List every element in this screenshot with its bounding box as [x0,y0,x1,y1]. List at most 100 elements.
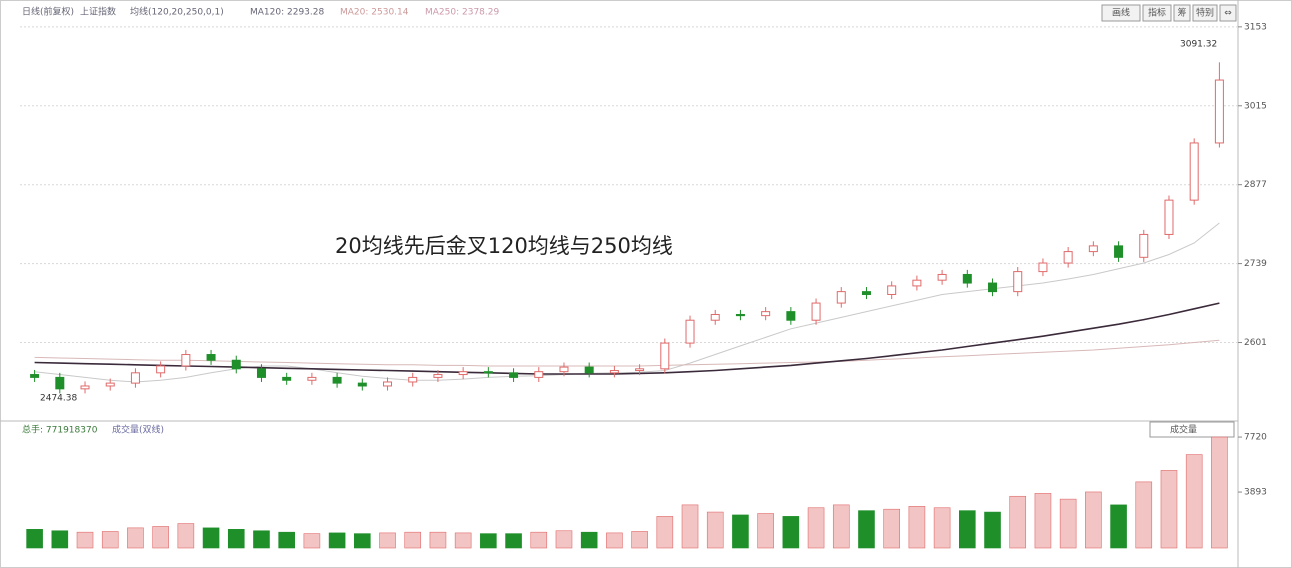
candle-body [912,279,922,287]
volume-bar [1110,504,1127,549]
button-label[interactable]: 筹 [1177,7,1186,19]
volume-bar [227,529,245,549]
button-label[interactable]: 特别 [1196,7,1214,19]
low-label: 2474.38 [40,394,77,404]
candle-body [962,273,972,284]
y-tick-label: 3153 [1244,22,1267,32]
volume-bar [807,507,825,549]
volume-bar [328,532,346,549]
volume-bar [1211,436,1228,549]
volume-bar [1085,491,1102,549]
candle-body [937,273,947,281]
ma-20: MA20: 2530.14 [340,8,409,18]
candle-body [282,376,292,381]
candle-body [433,374,443,378]
ma-setting: 均线(120,20,250,0,1) [130,6,224,18]
volume-bar [681,504,699,549]
candle-body [383,381,393,387]
y-tick-label: 2739 [1244,259,1267,269]
button-label[interactable]: 画线 [1112,7,1130,19]
button[interactable] [1101,4,1141,22]
volume-bar [480,533,497,549]
volume-bar [202,527,220,549]
candle-body [1038,262,1048,273]
candle-body [357,382,367,387]
y-tick-label: 7720 [1244,433,1267,443]
volume-bar [933,507,951,549]
candle-body [836,291,846,304]
volume-button[interactable] [1149,421,1235,438]
volume-bar [278,531,295,549]
candle-body [509,372,519,378]
volume-bar [429,531,447,549]
candle-body [1139,233,1149,258]
volume-bar [732,514,749,549]
button[interactable] [1142,4,1172,22]
volume-bar [1160,470,1178,549]
candle-body [206,354,216,361]
volume-bar [631,531,648,549]
button-label[interactable]: 指标 [1148,7,1166,19]
button-label[interactable]: ⇔ [1224,9,1232,19]
candle-body [811,302,821,321]
volume-bar [1009,495,1027,549]
candle-body [1013,271,1023,293]
candle-body [30,374,40,378]
volume-bar [984,511,1001,549]
volume-bar [555,530,573,549]
candle-body [786,311,796,321]
volume-bar [76,531,94,549]
volume-bar [959,510,976,549]
volume-total: 总手: 771918370 [22,424,98,436]
candle-body [80,385,90,390]
annotation: 20均线先后金叉120均线与250均线 [335,234,673,258]
volume-bar [1034,493,1052,549]
candle-body [332,376,342,384]
volume-button-label[interactable]: 成交量 [1170,424,1197,436]
volume-bar [354,533,371,549]
candle-body [710,313,720,321]
candle-body [1189,142,1199,201]
button[interactable] [1219,4,1237,22]
volume-bar [1185,454,1203,549]
volume-bar [530,531,548,549]
volume-bar [253,530,270,549]
volume-bar [883,508,900,549]
candle-body [181,354,191,367]
candle-body [988,282,998,293]
volume-bar [832,504,850,549]
volume-bar [757,513,774,549]
candle-body [256,368,266,378]
volume-bar [177,523,195,549]
y-tick-label: 3015 [1244,101,1267,111]
candle-body [660,342,670,370]
volume-bar [303,533,321,549]
candle-body [130,372,140,384]
peak-label: 3091.32 [1180,40,1217,50]
candle-body [1114,245,1124,258]
candle-body [635,368,645,372]
volume-bar [454,532,472,549]
volume-bar [908,506,926,549]
volume-bar [101,531,119,549]
candle-body [609,370,619,374]
button[interactable] [1173,4,1191,22]
candle-body [458,371,468,376]
candle-body [156,365,166,374]
candle-body [483,371,493,374]
volume-bar [858,510,875,549]
candle-body [1214,79,1224,144]
y-tick-label: 3893 [1244,488,1267,498]
candle-body [887,285,897,295]
volume-bar [580,531,598,549]
volume-bar [706,511,724,549]
button[interactable] [1192,4,1218,22]
candle-body [735,313,745,317]
volume-bar [51,530,69,549]
volume-bar [505,533,522,549]
volume-bar [127,527,144,549]
toolbar: 画线 指标 筹 特别 ⇔ [1101,4,1237,22]
volume-bar [152,526,169,549]
volume-bar [782,516,800,549]
